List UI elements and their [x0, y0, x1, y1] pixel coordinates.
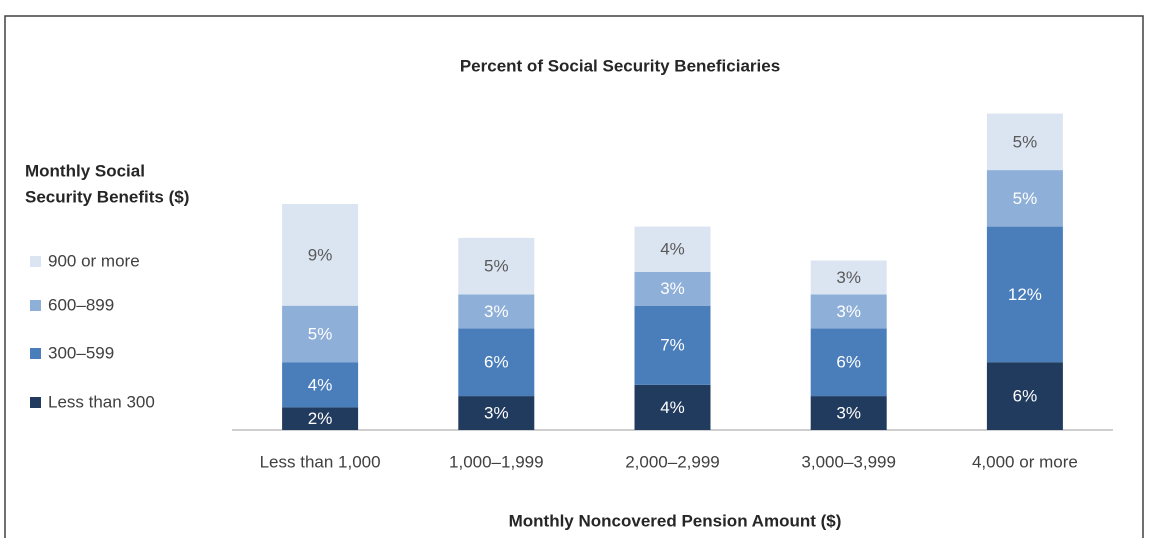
bar-segment — [810, 328, 887, 397]
bar-segment — [634, 305, 711, 385]
legend-label: Less than 300 — [48, 392, 155, 411]
bar-segment — [458, 237, 535, 295]
legend-swatch — [30, 300, 41, 311]
bar-segment — [986, 226, 1063, 363]
bar-segment — [810, 396, 887, 430]
data-label: 7% — [660, 336, 685, 355]
data-label: 3% — [660, 279, 685, 298]
chart-title: Percent of Social Security Beneficiaries — [460, 56, 780, 75]
bar-segment — [986, 362, 1063, 430]
data-label: 3% — [484, 302, 509, 321]
x-tick-label: Less than 1,000 — [260, 452, 381, 471]
legend-swatch — [30, 256, 41, 267]
bar-segment — [810, 294, 887, 329]
data-label: 4% — [308, 375, 333, 394]
legend-label: 900 or more — [48, 251, 140, 270]
data-label: 3% — [836, 302, 861, 321]
data-label: 12% — [1008, 285, 1042, 304]
data-label: 3% — [836, 268, 861, 287]
legend-title: Monthly Social — [25, 161, 145, 180]
bar-segment — [634, 271, 711, 306]
legend-title: Security Benefits ($) — [25, 187, 189, 206]
data-label: 6% — [1013, 387, 1038, 406]
bar-segment — [282, 407, 359, 430]
data-label: 6% — [484, 353, 509, 372]
data-label: 3% — [484, 404, 509, 423]
bar-segment — [986, 113, 1063, 171]
data-label: 3% — [836, 404, 861, 423]
x-tick-label: 4,000 or more — [972, 452, 1078, 471]
data-label: 9% — [308, 245, 333, 264]
data-label: 4% — [660, 240, 685, 259]
bar-segment — [986, 170, 1063, 227]
data-label: 5% — [1013, 189, 1038, 208]
data-label: 6% — [836, 353, 861, 372]
bar-segment — [810, 260, 887, 295]
bar-segment — [634, 384, 711, 430]
bar-segment — [458, 396, 535, 430]
legend-label: 600–899 — [48, 295, 114, 314]
data-label: 5% — [484, 257, 509, 276]
legend-swatch — [30, 397, 41, 408]
data-label: 2% — [308, 409, 333, 428]
bar-segment — [282, 362, 359, 408]
data-label: 4% — [660, 398, 685, 417]
bar-segment — [458, 328, 535, 397]
x-axis-title: Monthly Noncovered Pension Amount ($) — [509, 511, 842, 530]
x-tick-label: 3,000–3,999 — [801, 452, 896, 471]
bar-segment — [282, 305, 359, 363]
data-label: 5% — [308, 324, 333, 343]
x-tick-label: 2,000–2,999 — [625, 452, 720, 471]
bar-segment — [634, 226, 711, 272]
x-tick-label: 1,000–1,999 — [449, 452, 544, 471]
data-label: 5% — [1013, 132, 1038, 151]
legend-label: 300–599 — [48, 343, 114, 362]
frame — [4, 15, 1144, 538]
bar-segment — [282, 204, 359, 306]
legend-swatch — [30, 348, 41, 359]
bar-segment — [458, 294, 535, 329]
